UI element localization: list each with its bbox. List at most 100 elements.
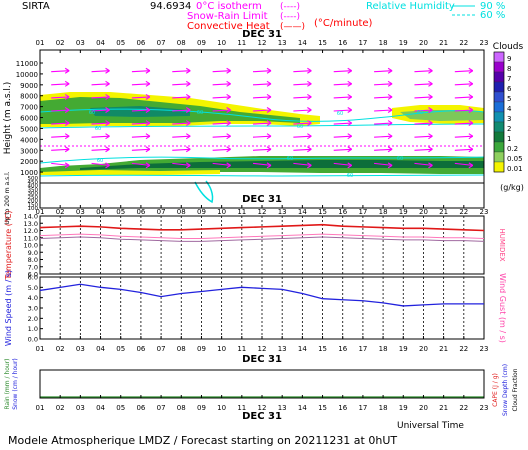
- wind-arrow-head: [145, 107, 151, 113]
- wind-arrow: [374, 162, 393, 166]
- wind-arrow: [172, 148, 191, 151]
- x-tick-label: 07: [157, 345, 166, 353]
- wind-arrow-head: [266, 67, 272, 74]
- wind-y-ticks: 6.0 5.0 4.0 3.0 2.0 1.0 0.0: [28, 274, 43, 344]
- wind-arrow-head: [307, 162, 312, 169]
- x-tick-label: 13: [278, 39, 287, 47]
- y-tick-label-lower: 450: [28, 180, 39, 186]
- wind-arrow-head: [105, 120, 110, 127]
- colorbar-swatch: [493, 111, 505, 123]
- wind-arrow-head: [468, 146, 474, 153]
- wind-arrow: [374, 83, 393, 86]
- y-tick-label: 10.0: [24, 242, 38, 250]
- y-tick-label: 13.0: [24, 220, 38, 228]
- wind-arrow: [333, 96, 352, 99]
- wind-arrow-head: [145, 67, 151, 74]
- wind-arrow: [252, 135, 272, 138]
- colorbar-frame: [493, 51, 505, 173]
- x-tick-label: 02: [56, 404, 65, 412]
- wind-arrow: [293, 122, 312, 125]
- wind-arrow-head: [428, 120, 433, 127]
- y-tick-label: 4.0: [28, 294, 38, 302]
- y-tick-label: 3000: [20, 147, 38, 155]
- wind-arrow-head: [428, 162, 433, 169]
- wind-arrow-head: [347, 93, 353, 100]
- wind-arrow-head: [145, 146, 151, 153]
- x-tick-label: 15: [318, 208, 327, 216]
- x-tick-label: 13: [278, 208, 287, 216]
- wind-arrow: [51, 70, 70, 73]
- wind-arrow: [172, 70, 191, 73]
- y-tick-label-lower: 150: [28, 202, 39, 208]
- cloud-layer-low-dark: [80, 160, 484, 170]
- x-tick-label: 23: [480, 345, 489, 353]
- wind-arrow: [212, 96, 231, 99]
- x-tick-label: 04: [96, 404, 105, 412]
- y-tick-label: 0.0: [28, 336, 38, 344]
- wind-arrow: [131, 122, 150, 125]
- wind-arrow: [454, 109, 473, 112]
- colorbar-tick-label: 0.2: [507, 145, 518, 153]
- y-tick-label: 2.0: [28, 315, 38, 323]
- wind-arrow: [293, 135, 312, 138]
- wind-arrow-head: [307, 107, 312, 113]
- x-tick-label: 20: [419, 404, 428, 412]
- wind-arrow: [252, 96, 272, 99]
- wind-arrow-head: [387, 80, 393, 87]
- wind-arrow: [131, 96, 150, 99]
- x-tick-label: 16: [338, 39, 347, 47]
- wind-arrow-head: [266, 93, 272, 100]
- x-tick-label: 07: [157, 404, 166, 412]
- x-tick-label: 21: [439, 345, 448, 353]
- wind-arrow: [454, 135, 473, 138]
- cloud-height-panel: DEC 31 DEC 31 01 02 03 04 05 06 07 08 09 10 11 12 13…: [3, 29, 524, 225]
- wind-arrow: [293, 96, 312, 99]
- colorbar-swatch: [493, 91, 505, 103]
- colorbar-swatch: [493, 151, 505, 163]
- x-tick-label: 06: [136, 345, 145, 353]
- x-tick-label: 13: [278, 404, 287, 412]
- x-tick-label: 03: [76, 345, 85, 353]
- wind-arrow-head: [105, 67, 110, 74]
- wind-arrow-head: [266, 107, 272, 113]
- rh-contour-labels: 60 60 60 60 60 60 60 60 60 60: [89, 110, 423, 179]
- x-tick-label: 06: [136, 208, 145, 216]
- precipitation-panel: 01 02 03 04 05 06 07 08 09 10 11 12 13 14 15 16 17 18 19 20…: [4, 358, 519, 422]
- rh-contour-value: 60: [347, 173, 353, 179]
- rh-contour-value: 60: [97, 158, 103, 164]
- rh-contour-value: 60: [337, 111, 343, 117]
- precip-ylabel-snowdepth: Snow Depth (cm): [502, 364, 509, 416]
- precip-frame: [39, 369, 485, 399]
- colorbar-tick-label: 1: [507, 135, 511, 143]
- x-tick-label: 01: [36, 345, 45, 353]
- colorbar-tick-label: 9: [507, 55, 511, 63]
- cloud-x-ticks-top: 01 02 03 04 05 06 07 08 09 10 11 12 13 14 15 16 17 18 19 20…: [36, 39, 489, 53]
- x-tick-label: 22: [459, 208, 468, 216]
- wind-arrow: [91, 70, 110, 73]
- y-tick-label: 10000: [16, 71, 38, 79]
- y-tick-label: 12.0: [24, 227, 38, 235]
- wind-arrow: [454, 148, 473, 151]
- colorbar-swatch: [493, 71, 505, 83]
- wind-arrow-head: [145, 80, 151, 87]
- wind-arrow: [212, 162, 231, 166]
- wind-arrow-head: [64, 120, 70, 127]
- x-tick-label: 11: [237, 208, 246, 216]
- x-tick-label: 04: [96, 345, 105, 353]
- x-tick-label: 01: [36, 208, 45, 216]
- x-tick-label: 01: [36, 404, 45, 412]
- wind-arrow-head: [226, 133, 231, 140]
- legend-snow-rain-line: (----): [280, 12, 300, 22]
- x-tick-label: 19: [399, 208, 408, 216]
- footer-title: Modele Atmospherique LMDZ / Forecast sta…: [8, 434, 397, 447]
- wind-arrow: [91, 148, 110, 151]
- wind-arrow: [131, 135, 150, 138]
- x-tick-label: 23: [480, 39, 489, 47]
- cloud-x-ticks-mid: 01 02 03 04 05 06 07 08 09 10 11 12 13 14 15 16 17 18 19 20…: [36, 205, 488, 216]
- wind-arrow-head: [64, 146, 70, 153]
- wind-arrow: [374, 122, 393, 125]
- y-tick-label-lower: 400: [28, 184, 39, 190]
- y-tick-label-lower: 350: [28, 187, 39, 193]
- wind-arrow: [414, 135, 433, 138]
- x-tick-label: 14: [298, 39, 307, 47]
